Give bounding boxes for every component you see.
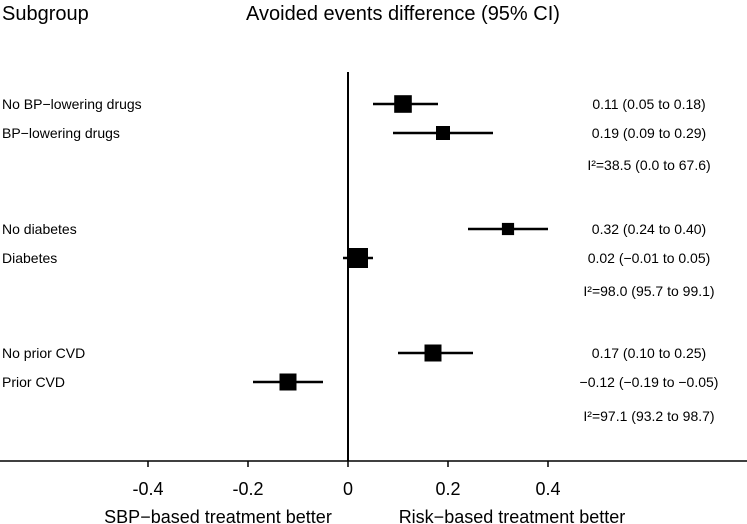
subgroup-label: BP−lowering drugs <box>2 125 120 141</box>
left-direction-label: SBP−based treatment better <box>104 507 332 524</box>
x-tick-label: 0.2 <box>435 479 460 499</box>
point-estimate-marker <box>501 222 515 236</box>
estimate-label: 0.11 (0.05 to 0.18) <box>592 96 705 112</box>
x-tick-label: 0 <box>343 479 353 499</box>
point-estimate-marker <box>348 248 368 268</box>
estimate-label: 0.17 (0.10 to 0.25) <box>592 345 706 361</box>
point-estimate-marker <box>436 126 450 140</box>
point-estimate-marker <box>279 373 297 391</box>
estimate-label: 0.02 (−0.01 to 0.05) <box>588 250 711 266</box>
estimate-label: −0.12 (−0.19 to −0.05) <box>580 374 719 390</box>
rows-layer: No BP−lowering drugs 0.11 (0.05 to 0.18) B… <box>2 95 718 424</box>
x-tick-label: -0.2 <box>232 479 263 499</box>
estimate-label: 0.32 (0.24 to 0.40) <box>592 221 706 237</box>
point-estimate-marker <box>424 344 442 362</box>
right-direction-label: Risk−based treatment better <box>399 507 626 524</box>
chart-title: Avoided events difference (95% CI) <box>246 3 560 25</box>
x-tick-label: 0.4 <box>535 479 560 499</box>
heterogeneity-label: I²=97.1 (93.2 to 98.7) <box>583 408 714 424</box>
estimate-label: 0.19 (0.09 to 0.29) <box>592 125 706 141</box>
x-ticks: -0.4 -0.2 0 0.2 0.4 <box>132 461 561 499</box>
subgroup-label: Prior CVD <box>2 374 65 390</box>
subgroup-label: Diabetes <box>2 250 57 266</box>
subgroup-header: Subgroup <box>2 3 89 25</box>
subgroup-label: No diabetes <box>2 221 77 237</box>
point-estimate-marker <box>394 95 412 113</box>
heterogeneity-label: I²=98.0 (95.7 to 99.1) <box>583 283 714 299</box>
x-tick-label: -0.4 <box>132 479 163 499</box>
heterogeneity-label: I²=38.5 (0.0 to 67.6) <box>587 157 710 173</box>
subgroup-label: No BP−lowering drugs <box>2 96 142 112</box>
subgroup-label: No prior CVD <box>2 345 85 361</box>
